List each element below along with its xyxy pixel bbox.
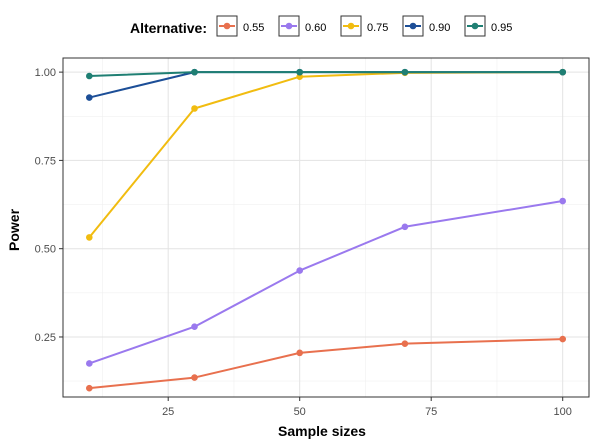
x-tick-label: 75: [425, 406, 437, 418]
y-axis-title: Power: [6, 208, 22, 251]
y-tick-label: 0.50: [35, 244, 56, 256]
data-point: [86, 234, 93, 241]
legend-label: 0.75: [367, 22, 388, 34]
minor-gridlines: [63, 58, 589, 397]
legend-item-0.90: 0.90: [402, 15, 450, 37]
series-0.60: [86, 197, 566, 367]
data-point: [191, 68, 198, 76]
legend-item-0.75: 0.75: [340, 15, 388, 37]
x-axis-title: Sample sizes: [278, 423, 366, 439]
data-point: [296, 267, 304, 274]
data-point: [559, 68, 566, 76]
series-0.55: [86, 335, 566, 392]
legend-label: 0.55: [243, 22, 264, 34]
data-point: [401, 223, 409, 231]
data-point: [296, 73, 304, 81]
y-axis: 0.25 0.50 0.75 1.00: [35, 67, 63, 344]
data-point: [296, 68, 304, 76]
series-group: [86, 68, 566, 392]
data-point: [559, 335, 566, 343]
legend-key-point: [347, 22, 355, 30]
data-point: [191, 374, 198, 381]
plot-background: [63, 58, 589, 397]
legend-key-point: [223, 22, 231, 30]
y-tick-label: 1.00: [35, 67, 56, 79]
y-tick-label: 0.75: [35, 155, 56, 167]
data-point: [86, 72, 93, 80]
legend-item-0.95: 0.95: [464, 15, 512, 37]
data-point: [559, 197, 566, 205]
data-point: [401, 340, 409, 347]
legend-label: 0.90: [429, 22, 450, 34]
x-tick-label: 100: [554, 406, 572, 418]
data-point: [296, 349, 304, 357]
legend: Alternative: 0.55 0.60 0.75 0.90 0.95: [130, 15, 512, 37]
legend-key-point: [471, 22, 479, 30]
legend-title: Alternative:: [130, 20, 207, 36]
data-point: [86, 360, 93, 367]
x-tick-label: 25: [162, 406, 174, 418]
data-point: [191, 323, 198, 331]
data-point: [86, 384, 93, 392]
plot-border: [62, 57, 590, 398]
plot-area: [62, 57, 590, 398]
x-tick-label: 50: [294, 406, 306, 418]
legend-key-point: [409, 22, 417, 30]
series-0.95: [86, 68, 566, 80]
major-gridlines: [63, 58, 589, 397]
legend-label: 0.95: [491, 22, 512, 34]
data-point: [401, 68, 409, 76]
data-point: [86, 94, 93, 101]
y-tick-label: 0.25: [35, 332, 56, 344]
legend-item-0.60: 0.60: [278, 15, 326, 37]
legend-label: 0.60: [305, 22, 326, 34]
legend-key-point: [285, 22, 293, 30]
legend-item-0.55: 0.55: [216, 15, 264, 37]
x-axis: 25 50 75 100: [162, 397, 572, 418]
data-point: [191, 105, 198, 112]
